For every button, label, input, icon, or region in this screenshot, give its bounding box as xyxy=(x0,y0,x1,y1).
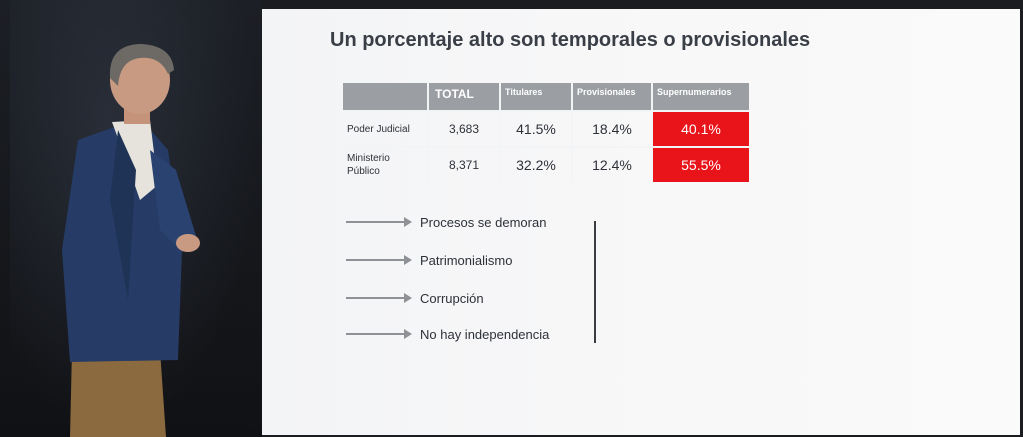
consequence-label: Patrimonialismo xyxy=(420,252,513,268)
arrow-right-icon xyxy=(346,293,412,303)
stage-background xyxy=(0,0,262,437)
staff-table: TOTAL Titulares Provisionales Supernumer… xyxy=(343,83,749,182)
vertical-divider xyxy=(594,221,596,343)
arrow-right-icon xyxy=(346,217,412,227)
row-supernumerarios: 40.1% xyxy=(652,110,749,147)
consequence-label: Procesos se demoran xyxy=(420,214,547,230)
table-header-total: TOTAL xyxy=(428,83,501,111)
table-header-provisionales: Provisionales xyxy=(572,83,653,111)
table-row: Ministerio Público 8,371 32.2% 12.4% 55.… xyxy=(343,146,749,182)
row-label: Ministerio Público xyxy=(343,146,429,182)
presenter xyxy=(62,44,200,437)
row-provisionales: 12.4% xyxy=(572,146,653,182)
presentation-slide: Un porcentaje alto son temporales o prov… xyxy=(262,9,1020,435)
table-header-supernumerarios: Supernumerarios xyxy=(652,83,749,111)
row-label: Poder Judicial xyxy=(343,110,429,147)
consequence-item: No hay independencia xyxy=(346,324,549,344)
row-provisionales: 18.4% xyxy=(572,110,653,147)
consequence-item: Corrupción xyxy=(346,288,484,308)
arrow-right-icon xyxy=(346,329,412,339)
row-total: 3,683 xyxy=(428,110,501,147)
consequence-label: No hay independencia xyxy=(420,326,550,342)
consequence-label: Corrupción xyxy=(420,290,484,306)
arrow-right-icon xyxy=(346,255,412,265)
table-row: Poder Judicial 3,683 41.5% 18.4% 40.1% xyxy=(343,110,749,147)
row-supernumerarios: 55.5% xyxy=(652,146,749,182)
row-titulares: 32.2% xyxy=(500,146,573,182)
table-header-row: TOTAL Titulares Provisionales Supernumer… xyxy=(343,83,749,111)
consequence-item: Procesos se demoran xyxy=(346,212,546,232)
row-titulares: 41.5% xyxy=(500,110,573,147)
table-header-empty xyxy=(343,83,429,111)
slide-title: Un porcentaje alto son temporales o prov… xyxy=(330,29,811,51)
table-header-titulares: Titulares xyxy=(500,83,573,111)
row-total: 8,371 xyxy=(428,146,501,182)
consequence-item: Patrimonialismo xyxy=(346,250,512,270)
